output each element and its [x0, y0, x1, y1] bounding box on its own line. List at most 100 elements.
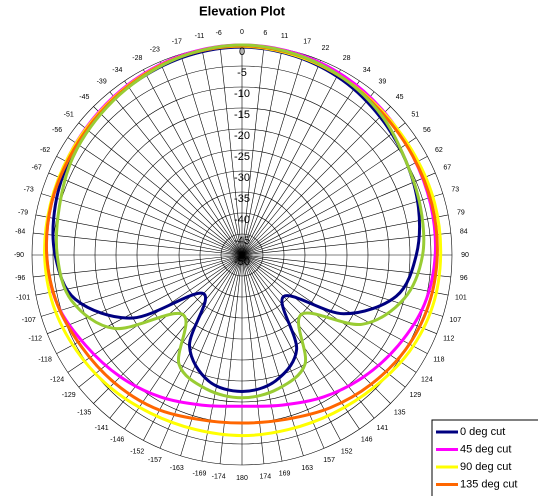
angle-tick-label: -157 [148, 457, 162, 464]
angle-tick-label: -141 [95, 425, 109, 432]
grid-spoke [67, 137, 243, 256]
angle-tick-label: 28 [343, 55, 351, 62]
angle-tick-label: -28 [132, 55, 142, 62]
angle-tick-label: -62 [40, 147, 50, 154]
angle-tick-label: -90 [14, 252, 24, 259]
angle-tick-label: -118 [38, 357, 52, 364]
angle-tick-label: 174 [259, 474, 271, 481]
grid-spoke [56, 254, 243, 354]
angle-tick-label: -34 [112, 67, 122, 74]
grid-spoke [93, 254, 243, 404]
radial-tick-label: -5 [237, 67, 247, 79]
angle-tick-label: -17 [172, 39, 182, 46]
angle-tick-label: -84 [15, 229, 25, 236]
radial-tick-label: -50 [234, 256, 250, 268]
angle-tick-label: 96 [460, 275, 468, 282]
angle-tick-label: -96 [15, 275, 25, 282]
grid-spoke [241, 46, 265, 256]
grid-spoke [241, 54, 304, 256]
angle-tick-label: -39 [97, 79, 107, 86]
grid-spoke [201, 48, 243, 256]
grid-spoke [219, 46, 243, 256]
grid-spoke [219, 254, 243, 464]
radial-tick-label: -20 [234, 130, 250, 142]
legend: 0 deg cut 45 deg cut 90 deg cut 135 deg cut… [431, 419, 538, 496]
radial-tick-label: -40 [234, 214, 250, 226]
radial-tick-label: -15 [234, 109, 250, 121]
grid-spoke [41, 193, 243, 256]
legend-label: 135 deg cut [460, 478, 518, 490]
grid-spoke [78, 122, 243, 256]
grid-spoke [241, 254, 428, 354]
grid-spoke [180, 254, 243, 456]
radial-tick-label: -30 [234, 172, 250, 184]
angle-tick-label: 34 [363, 67, 371, 74]
grid-spoke [241, 254, 360, 430]
grid-spoke [241, 232, 451, 256]
grid-spoke [241, 214, 449, 256]
angle-tick-label: 39 [378, 79, 386, 86]
legend-label: 0 deg cut [460, 426, 505, 438]
radial-tick-label: -25 [234, 151, 250, 163]
grid-spoke [241, 172, 436, 256]
angle-tick-label: -129 [62, 392, 76, 399]
grid-spoke [180, 54, 243, 256]
angle-tick-label: -169 [192, 471, 206, 478]
grid-spoke [56, 156, 243, 256]
grid-spoke [241, 254, 443, 317]
grid-spoke [241, 254, 304, 456]
grid-spoke [241, 254, 417, 373]
angle-tick-label: -163 [170, 465, 184, 472]
radial-tick-label: -45 [234, 235, 250, 247]
angle-tick-label: -11 [195, 33, 205, 40]
grid-spoke [241, 254, 449, 296]
angle-tick-label: 129 [409, 392, 421, 399]
grid-spoke [241, 156, 428, 256]
grid-spoke [48, 172, 243, 256]
angle-tick-label: 67 [443, 165, 451, 172]
grid-spoke [241, 106, 391, 256]
angle-tick-label: -51 [64, 112, 74, 119]
grid-spoke [241, 48, 283, 256]
grid-spoke [41, 254, 243, 317]
grid-spoke [159, 61, 243, 256]
grid-spoke [67, 254, 243, 373]
angle-tick-label: 118 [433, 357, 444, 364]
grid-spoke [241, 122, 406, 256]
angle-tick-label: -135 [77, 410, 91, 417]
legend-label: 90 deg cut [460, 461, 511, 473]
angle-tick-label: 45 [396, 94, 404, 101]
angle-tick-label: 0 [240, 29, 244, 36]
angle-tick-label: 73 [451, 187, 459, 194]
angle-tick-label: 169 [279, 471, 291, 478]
angle-tick-label: 22 [322, 45, 330, 52]
grid-spoke [241, 80, 360, 256]
angle-tick-label: 101 [455, 294, 467, 301]
angle-tick-label: -73 [24, 187, 34, 194]
grid-spoke [241, 60, 321, 256]
angle-tick-label: 152 [341, 449, 353, 456]
angle-tick-label: 141 [376, 425, 388, 432]
radial-tick-label: -35 [234, 193, 250, 205]
angle-tick-label: 62 [435, 147, 443, 154]
grid-spoke [93, 106, 243, 256]
chart-title: Elevation Plot [199, 3, 286, 18]
grid-spoke [109, 254, 243, 419]
grid-spoke [241, 254, 375, 419]
angle-tick-label: -112 [28, 335, 42, 342]
angle-tick-label: -56 [52, 127, 62, 134]
angle-tick-label: 90 [461, 252, 469, 259]
grid-spoke [241, 254, 283, 462]
grid-spoke [159, 254, 243, 449]
angle-tick-label: 79 [457, 209, 465, 216]
angle-tick-label: 11 [281, 33, 288, 40]
grid-spoke [33, 254, 243, 278]
angle-tick-label: -67 [32, 165, 42, 172]
grid-spoke [201, 254, 243, 462]
grid-spoke [241, 254, 265, 464]
angle-tick-label: 56 [423, 127, 431, 134]
curves [43, 43, 443, 438]
radial-tick-label: -10 [234, 88, 250, 100]
series-line [44, 44, 439, 425]
